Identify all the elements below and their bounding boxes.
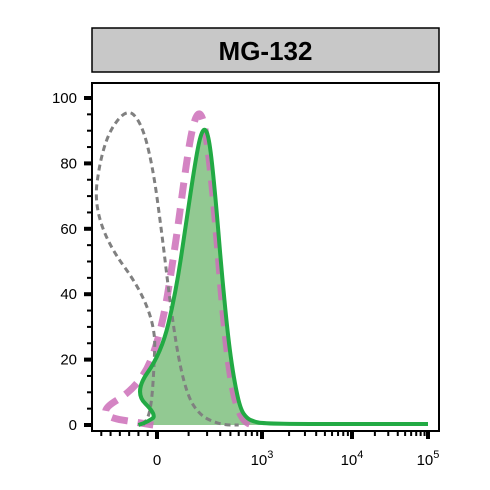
x-tick-label: 104	[341, 449, 364, 469]
y-tick-label: 20	[60, 352, 77, 369]
y-tick-label: 0	[69, 417, 77, 434]
green-histogram-fill	[138, 129, 428, 425]
y-tick-label: 40	[60, 286, 77, 303]
plot-area	[94, 110, 428, 429]
y-axis: 0 20 40 60 80 100	[52, 90, 92, 434]
y-tick-label: 100	[52, 90, 77, 107]
y-tick-label: 60	[60, 221, 77, 238]
x-tick-label: 0	[153, 452, 161, 469]
x-tick-label: 105	[417, 449, 440, 469]
title-box	[91, 27, 440, 73]
x-tick-label: 103	[251, 449, 274, 469]
plot-frame	[91, 82, 440, 432]
title-banner: MG-132	[91, 27, 440, 73]
y-tick-label: 80	[60, 155, 77, 172]
green-histogram-line	[137, 127, 428, 427]
gray-dashed-histogram	[94, 111, 239, 427]
pink-dashed-histogram	[102, 110, 254, 429]
chart-title: MG-132	[219, 36, 313, 66]
x-axis: 0 103 104 105	[100, 431, 440, 469]
